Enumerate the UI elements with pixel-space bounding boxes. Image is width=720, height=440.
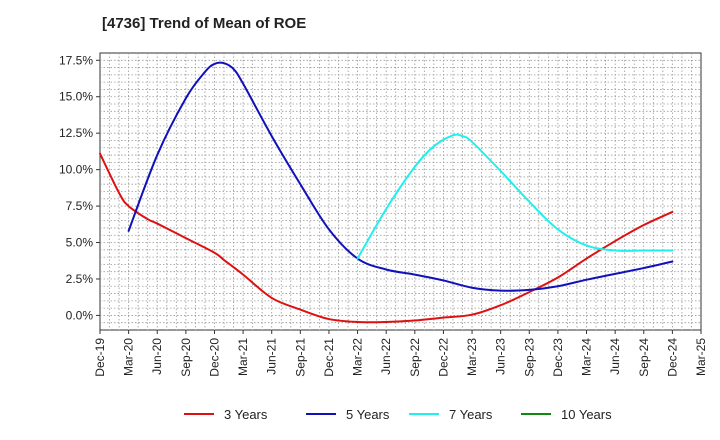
x-tick-label: Mar-21 — [236, 338, 250, 376]
x-tick-label: Sep-22 — [408, 338, 422, 377]
x-tick-label: Jun-22 — [379, 338, 393, 375]
legend-label: 7 Years — [449, 407, 493, 422]
legend-label: 5 Years — [346, 407, 390, 422]
x-tick-label: Sep-20 — [179, 338, 193, 377]
x-tick-label: Dec-19 — [93, 338, 107, 377]
chart-title: [4736] Trend of Mean of ROE — [102, 15, 307, 32]
x-tick-label: Jun-23 — [494, 338, 508, 375]
x-tick-label: Dec-23 — [551, 338, 565, 377]
y-tick-label: 2.5% — [66, 272, 94, 286]
y-tick-label: 15.0% — [59, 90, 93, 104]
plot-area-frame — [99, 52, 702, 331]
x-tick-label: Sep-21 — [293, 338, 307, 377]
legend: 3 Years 5 Years 7 Years 10 Years — [184, 407, 612, 422]
grid-lines — [100, 53, 701, 330]
legend-label: 10 Years — [561, 407, 612, 422]
x-tick-label: Mar-25 — [694, 338, 708, 376]
series-line-7-years — [356, 133, 674, 260]
x-tick-label: Dec-22 — [436, 338, 450, 377]
x-tick-label: Jun-20 — [150, 338, 164, 375]
x-tick-label: Dec-21 — [322, 338, 336, 377]
series-line-3-years — [99, 152, 674, 324]
x-tick-label: Sep-24 — [637, 338, 651, 377]
x-tick-label: Sep-23 — [522, 338, 536, 377]
x-tick-label: Mar-24 — [580, 338, 594, 376]
x-tick-label: Mar-23 — [465, 338, 479, 376]
x-tick-label: Mar-20 — [122, 338, 136, 376]
y-tick-label: 12.5% — [59, 126, 93, 140]
y-tick-label: 10.0% — [59, 163, 93, 177]
legend-label: 3 Years — [224, 407, 268, 422]
x-tick-label: Jun-24 — [608, 338, 622, 375]
x-tick-label: Jun-21 — [265, 338, 279, 375]
y-tick-label: 7.5% — [66, 199, 94, 213]
series-lines — [99, 61, 674, 324]
y-tick-label: 17.5% — [59, 53, 93, 67]
x-tick-label: Dec-20 — [207, 338, 221, 377]
y-tick-label: 5.0% — [66, 236, 94, 250]
x-tick-label: Dec-24 — [665, 338, 679, 377]
x-axis-ticks: Dec-19 Mar-20 Jun-20 Sep-20 Dec-20 Mar-21 Jun-… — [93, 330, 708, 377]
y-tick-label: 0.0% — [66, 308, 94, 322]
y-axis-ticks: 0.0% 2.5% 5.0% 7.5% 10.0% 12.5% 15.0% 17.5% — [59, 53, 100, 322]
x-tick-label: Mar-22 — [351, 338, 365, 376]
